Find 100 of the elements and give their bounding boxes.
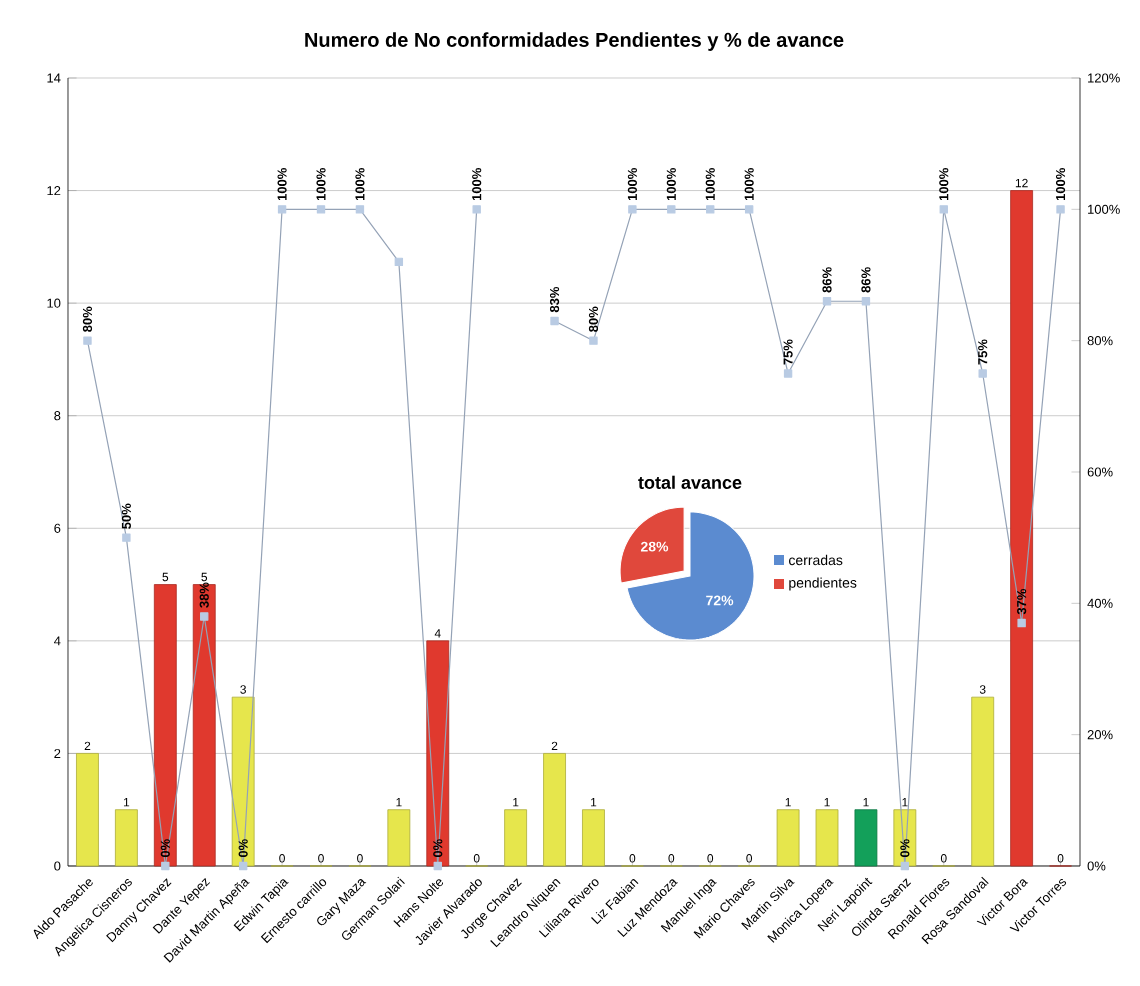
point [783, 369, 793, 378]
data-label: 0 [1057, 854, 1064, 863]
point [822, 297, 832, 306]
point [667, 205, 676, 214]
chart-title: total avance [638, 475, 742, 489]
data-label: 0% [160, 839, 170, 858]
data-label: 38% [199, 582, 209, 608]
data-label: 1 [785, 798, 791, 807]
y-tick-label: 10 [47, 298, 61, 308]
bar [854, 809, 878, 867]
data-label: 100% [1055, 168, 1066, 201]
data-label: 0 [279, 854, 285, 863]
data-label: 4 [434, 629, 441, 638]
data-label: 1 [123, 798, 130, 807]
point [316, 205, 326, 214]
bar [231, 696, 255, 867]
data-label: 0 [746, 854, 753, 863]
data-label: 100% [666, 168, 676, 201]
bar [582, 809, 605, 867]
bar [815, 809, 839, 867]
point [550, 316, 559, 326]
data-label: 1 [863, 798, 869, 807]
data-label: 50% [121, 503, 131, 529]
data-label: 28% [640, 541, 669, 552]
data-label: 100% [277, 168, 287, 201]
data-label: 100% [355, 168, 365, 201]
bar [387, 809, 411, 867]
bar [1010, 190, 1034, 867]
bar [426, 640, 450, 867]
legend-label: pendientes [789, 577, 857, 591]
y-tick-label: 0 [54, 861, 61, 871]
bar [76, 753, 99, 867]
data-label: 3 [240, 685, 246, 694]
chart-title: Numero de No conformidades Pendientes y % de avance [305, 32, 844, 51]
y2-tick-label: 0% [1087, 861, 1106, 871]
point [122, 533, 131, 542]
data-label: 1 [396, 798, 402, 807]
bar [543, 753, 566, 867]
data-label: 80% [588, 306, 599, 332]
bar [153, 584, 177, 867]
legend-label: cerradas [789, 554, 843, 566]
point [900, 861, 910, 871]
data-label: 100% [939, 168, 949, 201]
data-label: 2 [551, 741, 558, 751]
data-label: 12 [1015, 178, 1028, 188]
point [355, 205, 365, 214]
y-tick-label: 6 [54, 523, 61, 533]
y-tick-label: 14 [47, 73, 61, 83]
y2-tick-label: 100% [1088, 204, 1120, 214]
point [589, 336, 598, 345]
data-label: 37% [1017, 588, 1027, 615]
data-label: 0 [940, 854, 947, 863]
data-label: 0% [238, 839, 248, 858]
data-label: 100% [472, 168, 482, 201]
data-label: 1 [591, 798, 597, 807]
data-label: 0 [357, 854, 363, 863]
data-label: 1 [513, 798, 519, 807]
point [706, 205, 715, 214]
data-label: 72% [706, 595, 734, 606]
point [433, 861, 442, 871]
y-tick-label: 12 [47, 186, 61, 196]
bar [776, 809, 800, 867]
y2-tick-label: 40% [1087, 598, 1113, 608]
y2-tick-label: 120% [1088, 73, 1120, 83]
data-label: 100% [744, 168, 754, 201]
data-label: 86% [822, 267, 832, 293]
data-label: 0 [668, 854, 675, 863]
point [161, 861, 170, 871]
data-label: 0% [433, 839, 443, 858]
y2-tick-label: 20% [1087, 730, 1113, 740]
bar [971, 696, 995, 867]
data-label: 0 [318, 854, 324, 863]
y2-tick-label: 80% [1087, 336, 1113, 346]
data-label: 100% [627, 168, 637, 201]
data-label: 86% [861, 267, 871, 293]
point [394, 257, 404, 267]
point [277, 205, 287, 214]
data-label: 100% [705, 168, 715, 201]
point [472, 205, 481, 214]
point [628, 205, 637, 214]
point [744, 205, 754, 214]
point [83, 336, 92, 345]
y2-tick-label: 60% [1087, 467, 1113, 477]
point [939, 205, 948, 214]
point [1017, 618, 1026, 628]
data-label: 0 [707, 854, 714, 863]
data-label: 83% [549, 286, 560, 313]
data-label: 0 [629, 854, 636, 863]
data-label: 100% [316, 168, 326, 201]
data-label: 5 [201, 572, 208, 582]
data-label: 75% [978, 339, 988, 365]
data-label: 5 [162, 572, 169, 582]
bar [504, 809, 528, 867]
data-label: 75% [783, 339, 793, 365]
y-tick-label: 2 [54, 748, 61, 758]
data-label: 0 [473, 854, 480, 863]
data-label: 3 [979, 685, 986, 694]
point [1056, 205, 1065, 214]
data-label: 2 [84, 741, 91, 751]
y-tick-label: 4 [54, 636, 61, 646]
